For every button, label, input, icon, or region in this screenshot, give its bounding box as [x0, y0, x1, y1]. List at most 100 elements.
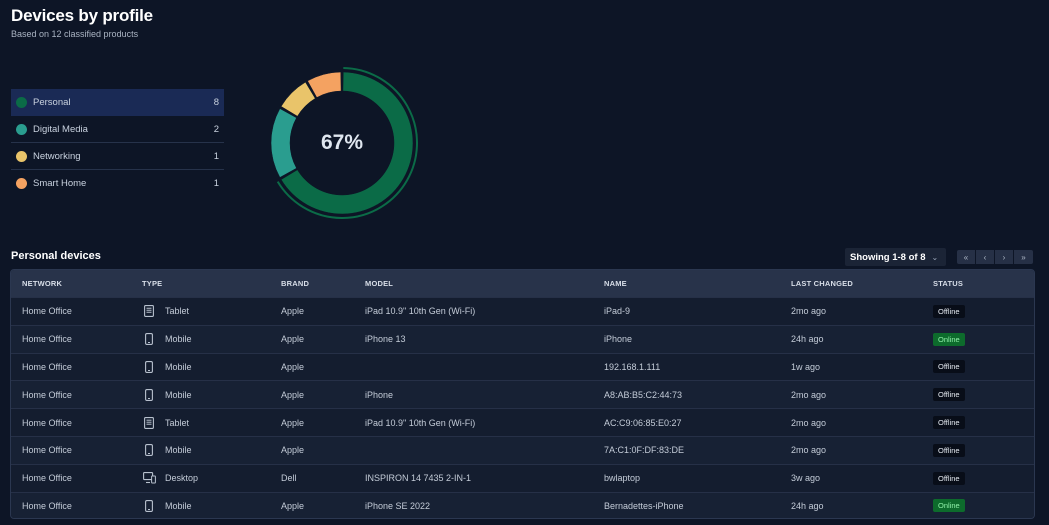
profile-legend: Personal 8 Digital Media 2 Networking 1 …	[11, 89, 224, 197]
chevron-down-icon: ⌄	[931, 252, 939, 262]
legend-count: 1	[213, 150, 219, 162]
donut-slice-digital-media[interactable]	[270, 108, 297, 178]
cell-brand: Apple	[281, 306, 305, 317]
cell-name: iPad-9	[604, 306, 631, 317]
cell-brand: Apple	[281, 334, 305, 345]
cell-status: Offline	[933, 304, 1023, 318]
legend-item-personal[interactable]: Personal 8	[11, 89, 224, 116]
legend-item-smart-home[interactable]: Smart Home 1	[11, 170, 224, 197]
cell-status: Offline	[933, 471, 1023, 485]
pagination-controls: « ‹ › »	[957, 250, 1033, 264]
first-page-button[interactable]: «	[957, 250, 976, 264]
donut-center-percentage: 67%	[320, 131, 364, 154]
column-header-network[interactable]: NETWORK	[22, 279, 63, 288]
cell-type: Mobile	[142, 332, 281, 346]
cell-status: Offline	[933, 416, 1023, 430]
column-header-name[interactable]: NAME	[604, 279, 627, 288]
legend-count: 1	[213, 178, 219, 189]
cell-type: Desktop	[142, 471, 281, 485]
donut-slice-networking[interactable]	[280, 81, 316, 117]
cell-brand: Apple	[281, 500, 305, 511]
legend-dot	[16, 178, 27, 189]
status-badge: Offline	[933, 360, 965, 374]
column-header-brand[interactable]: BRAND	[281, 279, 310, 288]
cell-type: Mobile	[142, 443, 281, 457]
cell-brand: Apple	[281, 445, 305, 456]
legend-label: Digital Media	[33, 123, 88, 135]
cell-type-label: Mobile	[165, 389, 192, 400]
desktop-icon	[142, 471, 156, 485]
mobile-icon	[142, 388, 156, 402]
profile-donut-chart	[270, 67, 418, 219]
donut-slice-personal[interactable]	[280, 71, 414, 215]
cell-name: iPhone	[604, 334, 633, 345]
cell-name: A8:AB:B5:C2:44:73	[604, 389, 683, 400]
cell-last-changed: 1w ago	[791, 361, 821, 372]
cell-type-label: Tablet	[165, 417, 190, 428]
cell-name: 7A:C1:0F:DF:83:DE	[604, 445, 685, 456]
cell-type-label: Tablet	[165, 306, 190, 317]
status-badge: Online	[933, 499, 965, 513]
status-badge: Offline	[933, 416, 965, 430]
table-row[interactable]: Home Office Tablet Apple iPad 10.9" 10th Ge…	[11, 297, 1034, 325]
cell-status: Online	[933, 332, 1023, 346]
tablet-icon	[142, 304, 156, 318]
column-header-status[interactable]: STATUS	[933, 279, 964, 288]
legend-item-networking[interactable]: Networking 1	[11, 143, 224, 170]
status-badge: Offline	[933, 443, 965, 457]
cell-model: iPhone SE 2022	[365, 500, 431, 511]
selected-slice-ring	[276, 67, 418, 219]
table-row[interactable]: Home Office Desktop Dell INSPIRON 14 7435 2…	[11, 463, 1034, 492]
cell-last-changed: 24h ago	[791, 500, 824, 511]
cell-network: Home Office	[22, 306, 72, 317]
table-row[interactable]: Home Office Mobile Apple iPhone A8:AB:B5:C2:…	[11, 380, 1034, 409]
mobile-icon	[142, 499, 156, 513]
column-header-last-changed[interactable]: LAST CHANGED	[791, 279, 853, 288]
column-header-type[interactable]: TYPE	[142, 279, 163, 288]
page-subtitle: Based on 12 classified products	[11, 29, 139, 39]
legend-count: 8	[213, 96, 219, 108]
pagination-range-select[interactable]: Showing 1-8 of 8 ⌄	[845, 248, 946, 266]
table-row[interactable]: Home Office Mobile Apple iPhone SE 2022 Bern…	[11, 491, 1034, 518]
tablet-icon	[142, 416, 156, 430]
next-page-button[interactable]: ›	[995, 250, 1014, 264]
legend-count: 2	[213, 123, 219, 135]
cell-type: Tablet	[142, 304, 281, 318]
table-row[interactable]: Home Office Tablet Apple iPad 10.9" 10th Ge…	[11, 408, 1034, 436]
cell-type: Mobile	[142, 360, 281, 374]
table-header: NETWORK TYPE BRAND MODEL NAME LAST CHANG…	[11, 270, 1034, 297]
cell-last-changed: 3w ago	[791, 473, 821, 484]
cell-type-label: Mobile	[165, 334, 192, 345]
status-badge: Offline	[933, 304, 965, 318]
table-row[interactable]: Home Office Mobile Apple 192.168.1.111 1w ag…	[11, 352, 1034, 381]
status-badge: Offline	[933, 471, 965, 485]
cell-last-changed: 2mo ago	[791, 445, 827, 456]
cell-type: Mobile	[142, 388, 281, 402]
legend-dot	[16, 150, 27, 162]
mobile-icon	[142, 360, 156, 374]
table-row[interactable]: Home Office Mobile Apple iPhone 13 iPhone 24h…	[11, 324, 1034, 353]
column-header-model[interactable]: MODEL	[365, 279, 394, 288]
cell-model: iPhone	[365, 389, 394, 400]
cell-type-label: Mobile	[165, 500, 192, 511]
legend-item-digital-media[interactable]: Digital Media 2	[11, 116, 224, 143]
table-row[interactable]: Home Office Mobile Apple 7A:C1:0F:DF:83:DE 2…	[11, 435, 1034, 464]
cell-network: Home Office	[22, 389, 72, 400]
cell-status: Offline	[933, 443, 1023, 457]
cell-last-changed: 2mo ago	[791, 389, 827, 400]
donut-slice-smart-home[interactable]	[307, 71, 342, 98]
cell-network: Home Office	[22, 417, 72, 428]
cell-network: Home Office	[22, 473, 72, 484]
prev-page-button[interactable]: ‹	[976, 250, 995, 264]
cell-brand: Dell	[281, 473, 297, 484]
status-badge: Online	[933, 332, 965, 346]
cell-last-changed: 2mo ago	[791, 306, 827, 317]
cell-type: Tablet	[142, 416, 281, 430]
cell-brand: Apple	[281, 361, 305, 372]
status-badge: Offline	[933, 388, 965, 402]
last-page-button[interactable]: »	[1021, 252, 1026, 262]
cell-name: Bernadettes-iPhone	[604, 500, 684, 511]
cell-status: Online	[933, 499, 1023, 513]
cell-type-label: Mobile	[165, 445, 192, 456]
legend-dot	[16, 123, 27, 135]
